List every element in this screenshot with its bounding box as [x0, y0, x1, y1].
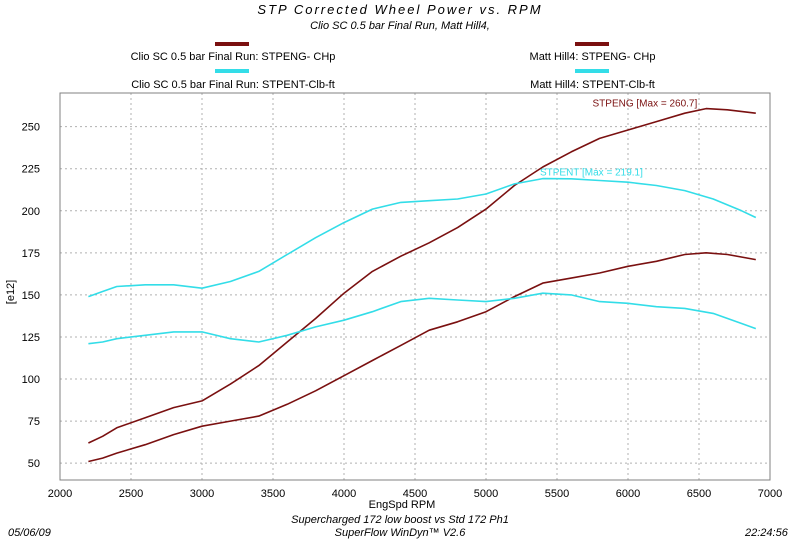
- x-tick-2000: 2000: [48, 488, 72, 500]
- footer-time: 22:24:56: [745, 527, 788, 539]
- x-tick-4000: 4000: [332, 488, 356, 500]
- legend-swatch-1: [215, 42, 249, 46]
- legend-swatch-2: [215, 69, 249, 73]
- y-tick-250: 250: [22, 122, 40, 134]
- series-line-2: [88, 177, 757, 298]
- x-tick-2500: 2500: [119, 488, 143, 500]
- legend-label-4: Matt Hill4: STPENT-Clb-ft: [530, 79, 655, 91]
- footer-line-1: Supercharged 172 low boost vs Std 172 Ph…: [291, 514, 509, 526]
- legend-label-3: Matt Hill4: STPENG- CHp: [529, 51, 656, 63]
- legend-swatch-3: [575, 42, 609, 46]
- y-tick-100: 100: [22, 374, 40, 386]
- annotation-1: STPENG [Max = 260.7]: [593, 98, 698, 109]
- x-tick-5000: 5000: [474, 488, 498, 500]
- chart-subtitle: Clio SC 0.5 bar Final Run, Matt Hill4,: [310, 20, 490, 32]
- x-axis-label: EngSpd RPM: [369, 499, 436, 511]
- series-line-3: [88, 252, 756, 463]
- series-line-4: [88, 292, 757, 345]
- y-tick-125: 125: [22, 332, 40, 344]
- legend-label-2: Clio SC 0.5 bar Final Run: STPENT-Clb-ft: [131, 79, 335, 91]
- legend-label-1: Clio SC 0.5 bar Final Run: STPENG- CHp: [130, 51, 336, 63]
- annotations: STPENG [Max = 260.7] STPENT [Max = 219.1]: [540, 98, 698, 178]
- y-tick-225: 225: [22, 164, 40, 176]
- footer-date: 05/06/09: [8, 527, 51, 539]
- x-tick-5500: 5500: [545, 488, 569, 500]
- grid-lines: [59, 93, 771, 480]
- y-axis-label: [e12]: [5, 280, 17, 304]
- axis-ticks: 2000 2500 3000 3500 4000 4500 5000 5500 6000 6500…: [22, 122, 783, 500]
- series-group: [88, 107, 757, 463]
- y-tick-175: 175: [22, 248, 40, 260]
- chart-title: STP Corrected Wheel Power vs. RPM: [257, 2, 543, 17]
- y-tick-200: 200: [22, 206, 40, 218]
- x-tick-6500: 6500: [687, 488, 711, 500]
- x-tick-6000: 6000: [616, 488, 640, 500]
- x-tick-3500: 3500: [261, 488, 285, 500]
- y-tick-50: 50: [28, 458, 40, 470]
- legend-swatch-4: [575, 69, 609, 73]
- annotation-2: STPENT [Max = 219.1]: [540, 167, 643, 178]
- x-tick-4500: 4500: [403, 488, 427, 500]
- y-tick-150: 150: [22, 290, 40, 302]
- x-tick-3000: 3000: [190, 488, 214, 500]
- plot-frame: [59, 92, 771, 481]
- footer-line-2: SuperFlow WinDyn™ V2.6: [334, 527, 466, 539]
- series-line-1: [88, 107, 756, 444]
- x-tick-7000: 7000: [758, 488, 782, 500]
- y-tick-75: 75: [28, 416, 40, 428]
